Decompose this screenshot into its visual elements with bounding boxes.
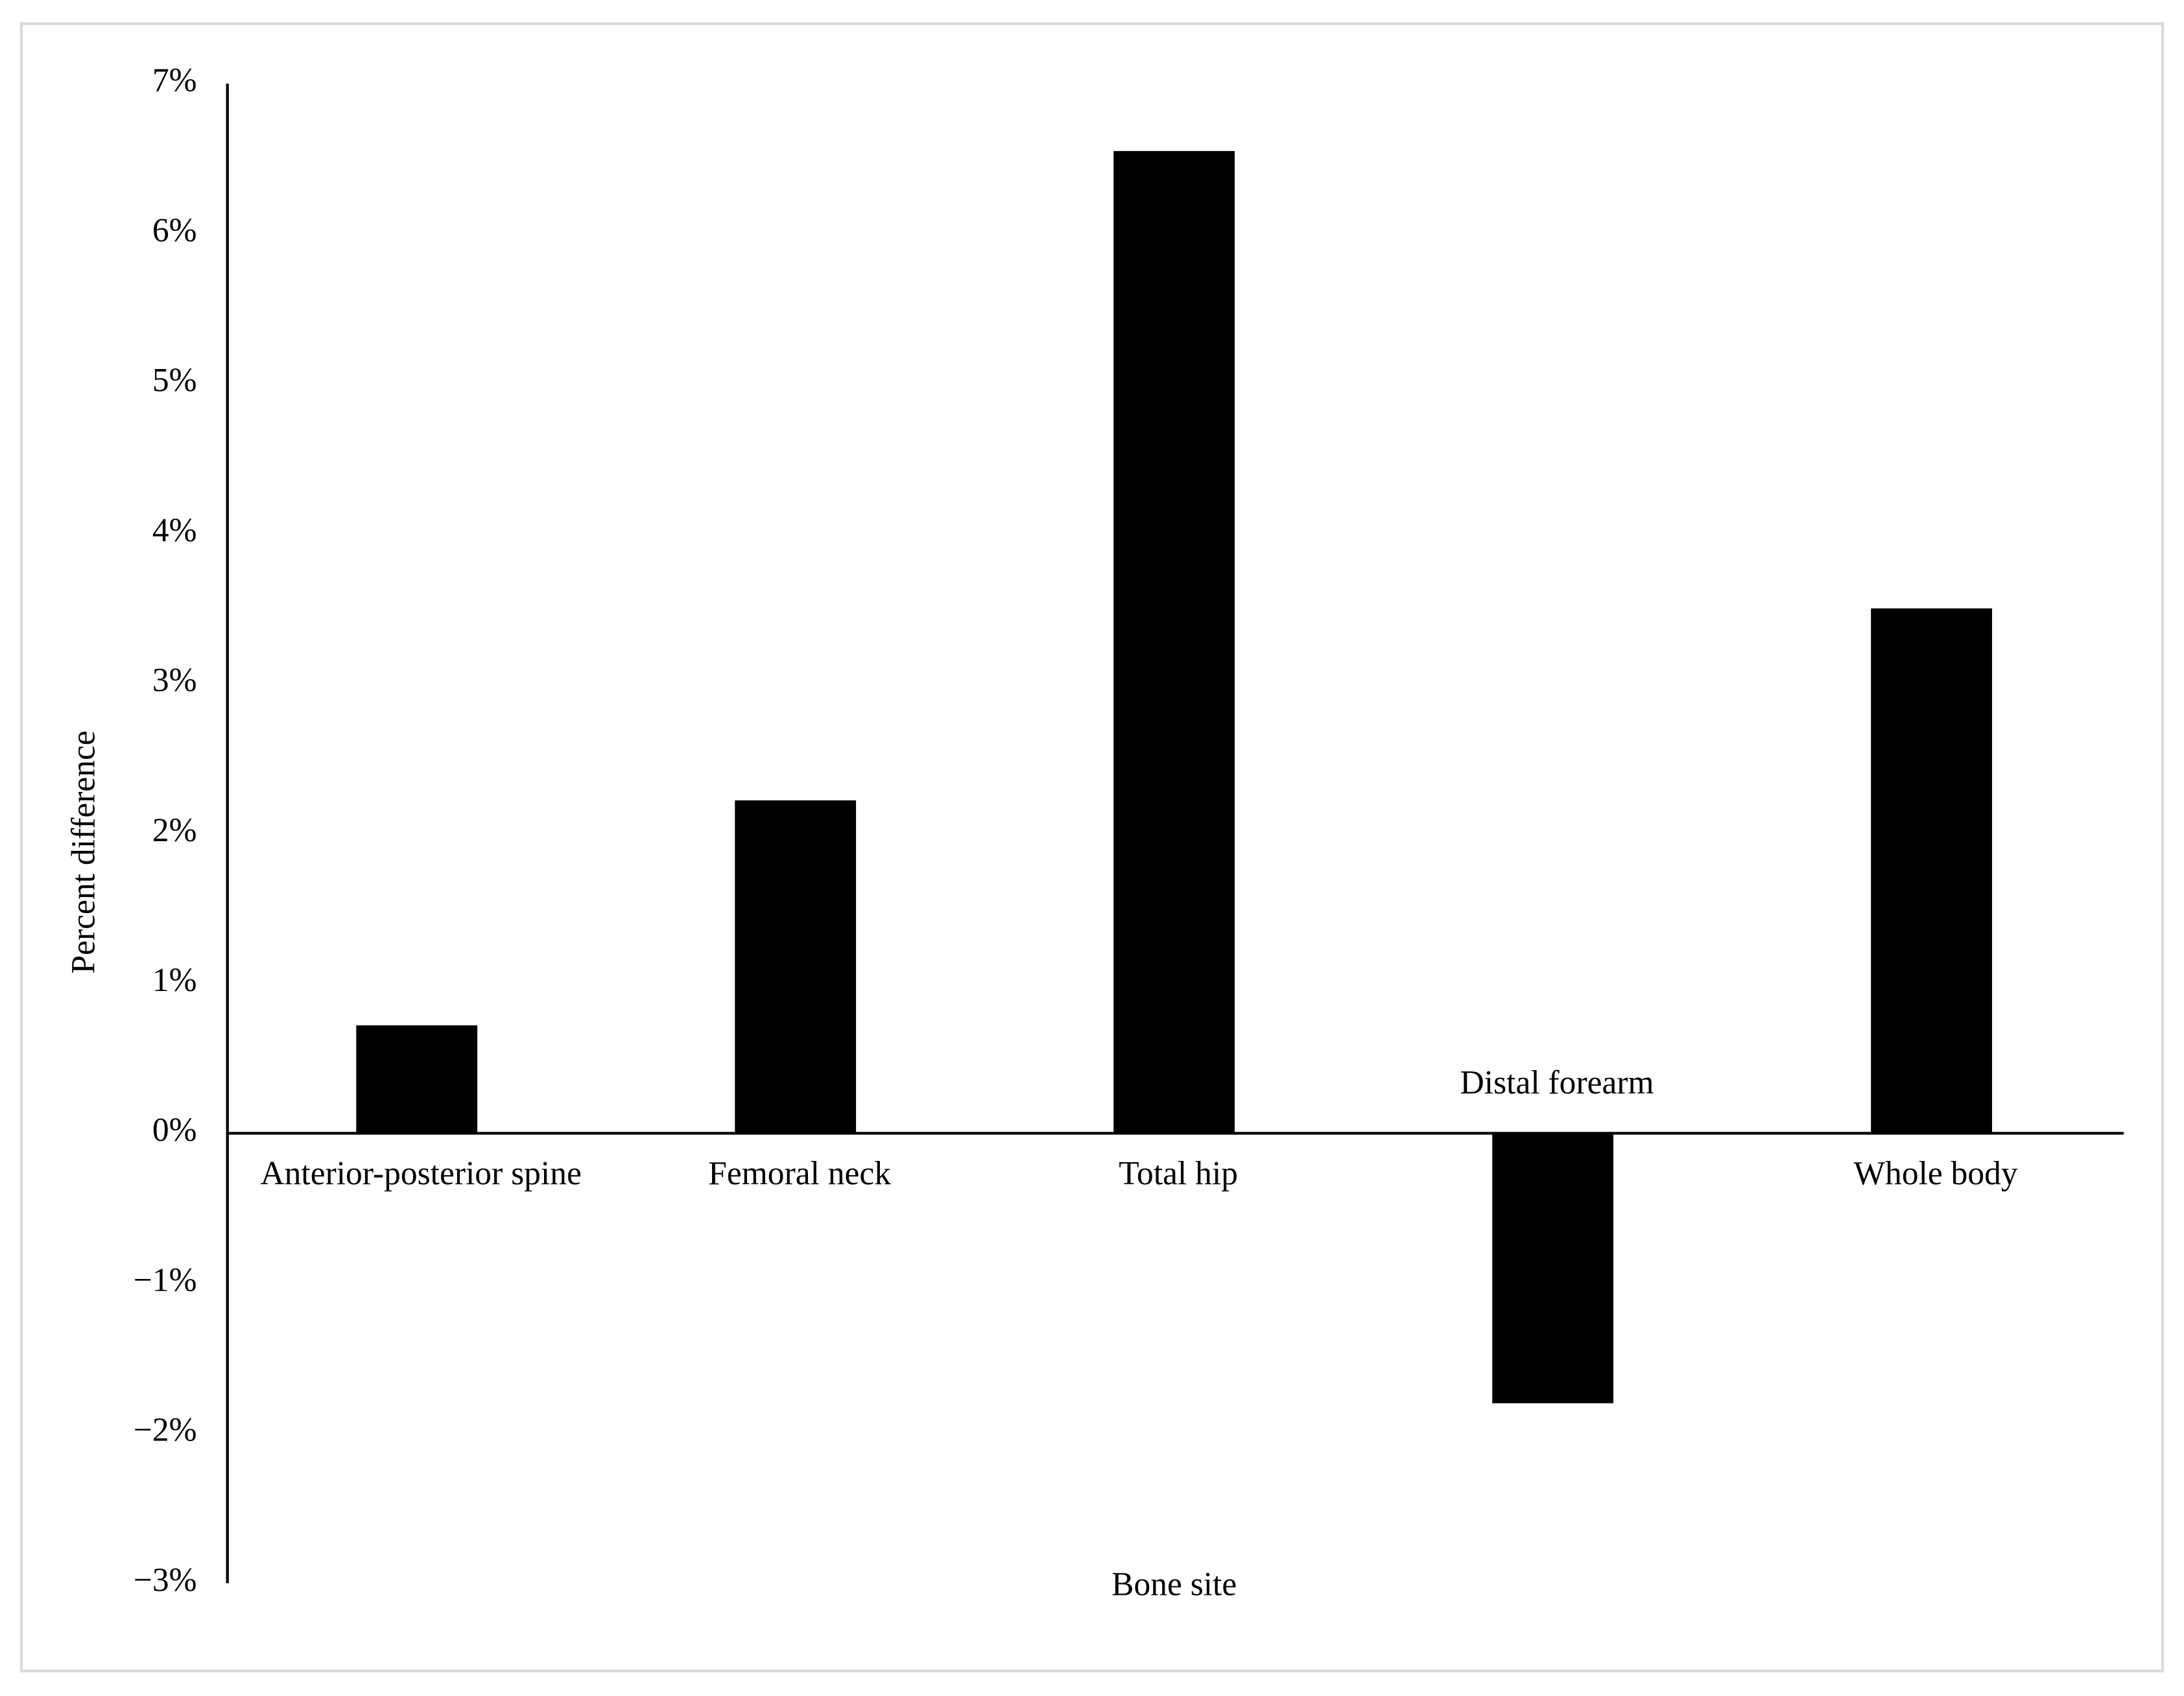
chart-frame <box>19 22 2165 1673</box>
y-tick-label: 7% <box>152 62 197 99</box>
y-tick-label: 0% <box>152 1112 197 1149</box>
x-tick-label: Femoral neck <box>708 1155 891 1192</box>
y-tick-label: 2% <box>152 812 197 849</box>
bar <box>1113 150 1235 1134</box>
x-tick-label: Whole body <box>1853 1155 2017 1192</box>
x-tick-label: Total hip <box>1119 1155 1238 1192</box>
y-axis-title: Percent difference <box>65 730 102 973</box>
y-tick-label: 6% <box>152 212 197 249</box>
y-tick-label: 3% <box>152 662 197 699</box>
y-tick-label: −2% <box>134 1412 197 1449</box>
y-tick-label: −1% <box>134 1261 197 1298</box>
bar <box>1492 1133 1614 1403</box>
y-tick-label: −3% <box>134 1562 197 1599</box>
bar <box>356 1025 478 1134</box>
x-tick-label: Distal forearm <box>1460 1064 1654 1101</box>
bar <box>1871 608 1993 1134</box>
x-tick-label: Anterior-posterior spine <box>260 1155 581 1192</box>
y-tick-label: 1% <box>152 962 197 999</box>
x-axis-title: Bone site <box>1111 1566 1237 1603</box>
y-tick-label: 5% <box>152 362 197 399</box>
y-tick-label: 4% <box>152 512 197 549</box>
bar <box>735 800 857 1134</box>
